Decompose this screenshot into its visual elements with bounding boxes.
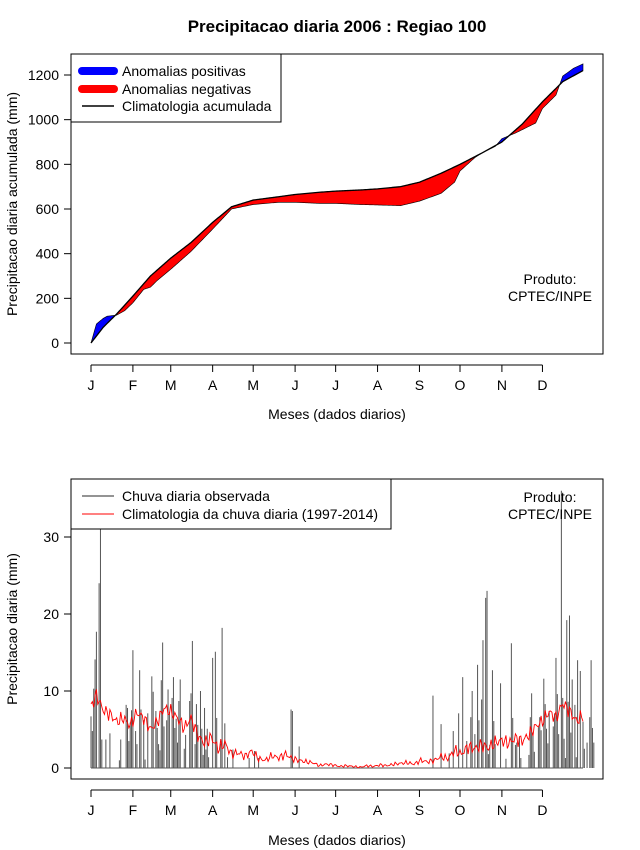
top-legend-label-negative: Anomalias negativas [122,81,251,97]
bottom-y-axis: 0 10 20 30 [43,529,72,776]
bottom-y-tick-label: 20 [43,606,59,622]
bottom-y-axis-label: Precipitacao diaria (mm) [4,553,20,705]
bottom-legend: Chuva diaria observada Climatologia da c… [70,478,392,530]
top-y-tick-label: 600 [36,201,60,217]
bottom-x-tick-label: A [373,802,383,818]
climatology-cumulative-line [90,69,584,344]
bottom-y-tick-label: 0 [51,760,59,776]
bottom-x-tick-label: J [292,802,299,818]
top-legend-label-climatology: Climatologia acumulada [122,98,272,114]
top-chart: Precipitacao diaria 2006 : Regiao 100 J F… [4,17,604,422]
bottom-x-tick-label: J [88,802,95,818]
bottom-legend-label-climatology: Climatologia da chuva diaria (1997-2014) [122,506,378,522]
top-legend: Anomalias positivas Anomalias negativas … [70,53,282,123]
top-y-tick-label: 0 [51,335,59,351]
bottom-x-tick-label: M [165,802,177,818]
bottom-legend-box [70,478,392,530]
bottom-x-tick-label: F [129,802,138,818]
top-plot-area [90,63,584,344]
top-x-tick-label: J [88,377,95,393]
top-y-axis-label: Precipitacao diaria acumulada (mm) [4,92,20,316]
bottom-x-tick-label: D [537,802,547,818]
bottom-chart: J F M A M J J A S O N D 0 10 20 30 Meses (dados diario… [4,478,604,848]
bottom-credit-line-2: CPTEC/INPE [508,506,592,522]
bottom-x-tick-label: S [415,802,424,818]
top-x-tick-label: N [497,377,507,393]
top-y-tick-label: 1200 [28,67,59,83]
top-legend-label-positive: Anomalias positivas [122,63,246,79]
top-y-tick-label: 400 [36,246,60,262]
top-x-tick-label: J [292,377,299,393]
top-y-tick-label: 1000 [28,112,59,128]
bottom-y-tick-label: 10 [43,683,59,699]
climatology-daily-line [90,689,584,769]
top-x-tick-label: D [537,377,547,393]
top-x-tick-label: O [455,377,466,393]
top-credit-line-2: CPTEC/INPE [508,288,592,304]
bottom-x-axis-label: Meses (dados diarios) [268,832,406,848]
bottom-legend-label-observed: Chuva diaria observada [122,488,270,504]
top-chart-title: Precipitacao diaria 2006 : Regiao 100 [188,17,487,36]
bottom-x-tick-label: O [455,802,466,818]
top-x-tick-label: A [208,377,218,393]
top-y-tick-label: 800 [36,156,60,172]
bottom-x-tick-label: A [208,802,218,818]
bottom-credit-line-1: Produto: [524,489,577,505]
top-x-axis-label: Meses (dados diarios) [268,406,406,422]
top-x-tick-label: M [165,377,177,393]
bottom-x-tick-label: M [247,802,259,818]
bottom-plot-area [90,490,595,769]
bottom-x-tick-label: N [497,802,507,818]
top-x-tick-label: S [415,377,424,393]
bottom-x-tick-label: J [332,802,339,818]
top-x-tick-label: M [247,377,259,393]
top-y-axis: 0 200 400 600 800 1000 1200 [28,67,72,351]
top-x-tick-label: F [129,377,138,393]
top-credit-line-1: Produto: [524,271,577,287]
bottom-y-tick-label: 30 [43,529,59,545]
top-x-tick-label: J [332,377,339,393]
top-x-tick-label: A [373,377,383,393]
top-y-tick-label: 200 [36,290,60,306]
